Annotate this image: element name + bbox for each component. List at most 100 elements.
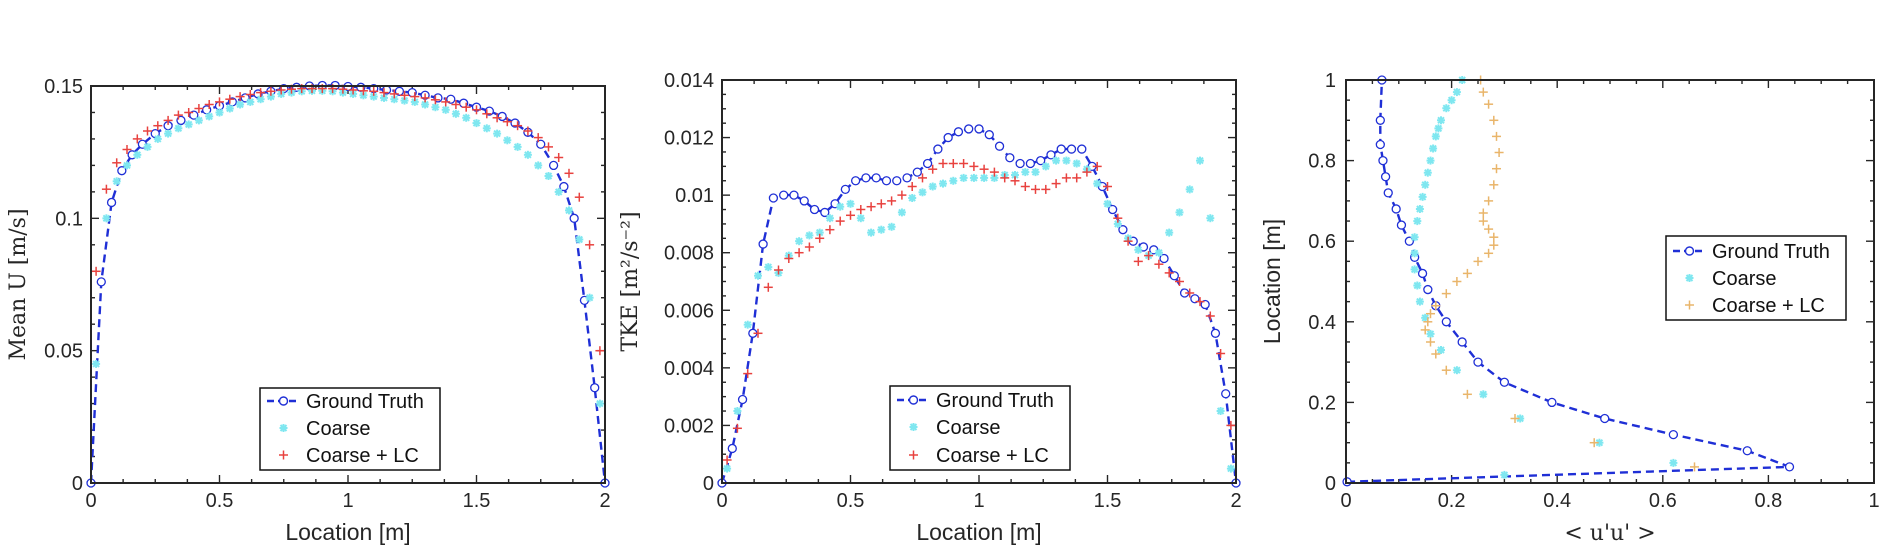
tke-coarse-point — [1103, 199, 1112, 208]
mean-u-coarse-lc-point — [122, 145, 132, 154]
tke-ground-truth-point — [1169, 271, 1179, 281]
uu-ylabel: Location [m] — [1259, 219, 1285, 344]
mean-u-coarse-lc-point — [112, 158, 122, 168]
tke-xtick-label: 1.5 — [1094, 490, 1122, 512]
mean-u-ytick-label: 0 — [72, 473, 83, 495]
tke-coarse-lc-point — [1041, 184, 1051, 194]
tke-xtick-label: 2 — [1230, 490, 1241, 512]
tke-ground-truth-point — [1036, 155, 1046, 166]
tke-coarse-lc-point — [794, 248, 804, 258]
panel-tke: 0 0.5 1 1.5 2 0 0.002 0.004 0.006 0.008 … — [618, 70, 1242, 545]
tke-coarse-point — [836, 202, 845, 211]
tke-coarse-point — [743, 320, 752, 329]
tke-coarse-lc-point — [1205, 311, 1215, 321]
tke-coarse-point — [1021, 168, 1030, 177]
legend-lc-label: Coarse + LC — [1712, 295, 1825, 317]
uu-coarse-lc-point — [1489, 232, 1499, 242]
mean-u-coarse-point — [482, 124, 491, 133]
tke-coarse-lc-point — [1144, 251, 1154, 261]
uu-coarse-lc-point — [1462, 268, 1472, 278]
tke-axes-frame — [721, 79, 1237, 484]
uu-coarse-point — [1479, 390, 1488, 399]
tke-ground-truth-point — [953, 127, 964, 137]
mean-u-coarse-lc-point — [132, 134, 142, 144]
tke-coarse-point — [764, 263, 773, 272]
tke-coarse-lc-point — [815, 233, 825, 243]
tke-coarse-lc-point — [825, 225, 835, 235]
uu-coarse-lc-point — [1478, 87, 1488, 97]
tke-coarse-lc-point — [1010, 176, 1020, 186]
mean-u-coarse-lc-point — [523, 126, 533, 136]
mean-u-ground-truth-point — [548, 160, 559, 171]
legend-coarse-marker — [909, 423, 918, 431]
tke-ground-truth-point — [943, 132, 953, 143]
mean-u-coarse-point — [102, 214, 111, 223]
tke-ground-truth-point — [1046, 150, 1056, 160]
tke-coarse-point — [867, 228, 876, 237]
mean-u-coarse-point — [205, 112, 214, 121]
tke-ylabel: TKE [m²/s⁻²] — [618, 211, 643, 351]
mean-u-coarse-lc-point — [194, 104, 204, 113]
tke-coarse-point — [897, 208, 906, 217]
mean-u-coarse-point — [523, 150, 532, 159]
tke-coarse-lc-point — [753, 328, 763, 338]
tke-coarse-point — [795, 237, 804, 246]
mean-u-coarse-lc-point — [215, 97, 224, 107]
mean-u-coarse-point — [503, 136, 512, 145]
mean-u-coarse-lc-point — [544, 142, 553, 152]
tke-ground-truth-point — [840, 184, 851, 195]
legend-lc-marker — [909, 450, 918, 460]
mean-u-coarse-lc-point — [441, 97, 451, 107]
mean-u-coarse-point — [595, 399, 604, 408]
mean-u-coarse-lc-point — [595, 346, 605, 356]
tke-coarse-lc-point — [1051, 179, 1061, 189]
mean-u-coarse-lc-point — [369, 86, 379, 96]
tke-coarse-point — [1175, 208, 1184, 217]
uu-ground-truth-point — [1391, 204, 1401, 214]
mean-u-coarse-lc-point — [235, 92, 245, 102]
mean-u-coarse-lc-point — [410, 92, 420, 102]
tke-coarse-point — [1185, 185, 1194, 194]
tke-coarse-point — [1165, 228, 1174, 237]
mean-u-coarse-lc-point — [420, 93, 430, 103]
mean-u-coarse-point — [215, 108, 224, 117]
mean-u-coarse-lc-point — [482, 109, 492, 119]
uu-coarse-point — [1410, 265, 1419, 274]
uu-coarse-lc-point — [1589, 438, 1599, 448]
mean-u-axes-frame — [90, 85, 606, 484]
mean-u-xtick-label: 0.5 — [206, 490, 234, 512]
tke-coarse-lc-point — [876, 199, 886, 209]
uu-coarse-point — [1595, 438, 1604, 447]
mean-u-coarse-point — [451, 109, 460, 118]
tke-ground-truth-point — [799, 196, 809, 206]
mean-u-ytick-label: 0.1 — [55, 208, 83, 230]
tke-coarse-lc-point — [1185, 288, 1195, 298]
tke-coarse-lc-point — [979, 164, 989, 174]
tke-coarse-lc-point — [928, 164, 938, 174]
mean-u-coarse-lc-point — [472, 105, 481, 115]
tke-coarse-point — [1206, 214, 1215, 223]
mean-u-coarse-point — [493, 129, 502, 138]
tke-ground-truth-point — [1190, 294, 1200, 304]
legend-lc-marker — [279, 450, 288, 460]
tke-plot-area — [717, 124, 1241, 488]
mean-u-coarse-lc-point — [266, 86, 276, 96]
uu-coarse-lc-point — [1510, 414, 1520, 423]
mean-u-coarse-lc-point — [379, 88, 389, 98]
uu-coarse-point — [1437, 346, 1445, 354]
tke-coarse-lc-point — [907, 182, 917, 191]
uu-coarse-lc-point — [1431, 349, 1441, 359]
legend-truth-label: Ground Truth — [1712, 241, 1830, 263]
tke-ground-truth-point — [1056, 144, 1066, 154]
uu-ground-truth-point — [1457, 337, 1467, 347]
tke-ground-truth-point — [902, 173, 912, 183]
tke-coarse-lc-point — [722, 455, 732, 465]
uu-coarse-point — [1426, 329, 1435, 338]
mean-u-ground-truth-point — [559, 181, 569, 192]
mean-u-coarse-lc-point — [451, 100, 461, 109]
uu-coarse-point — [1421, 180, 1430, 189]
uu-coarse-point — [1429, 144, 1438, 153]
tke-ground-truth-point — [861, 173, 871, 183]
tke-legend: Ground Truth Coarse Coarse + LC — [889, 385, 1071, 471]
uu-coarse-lc-point — [1441, 289, 1451, 299]
